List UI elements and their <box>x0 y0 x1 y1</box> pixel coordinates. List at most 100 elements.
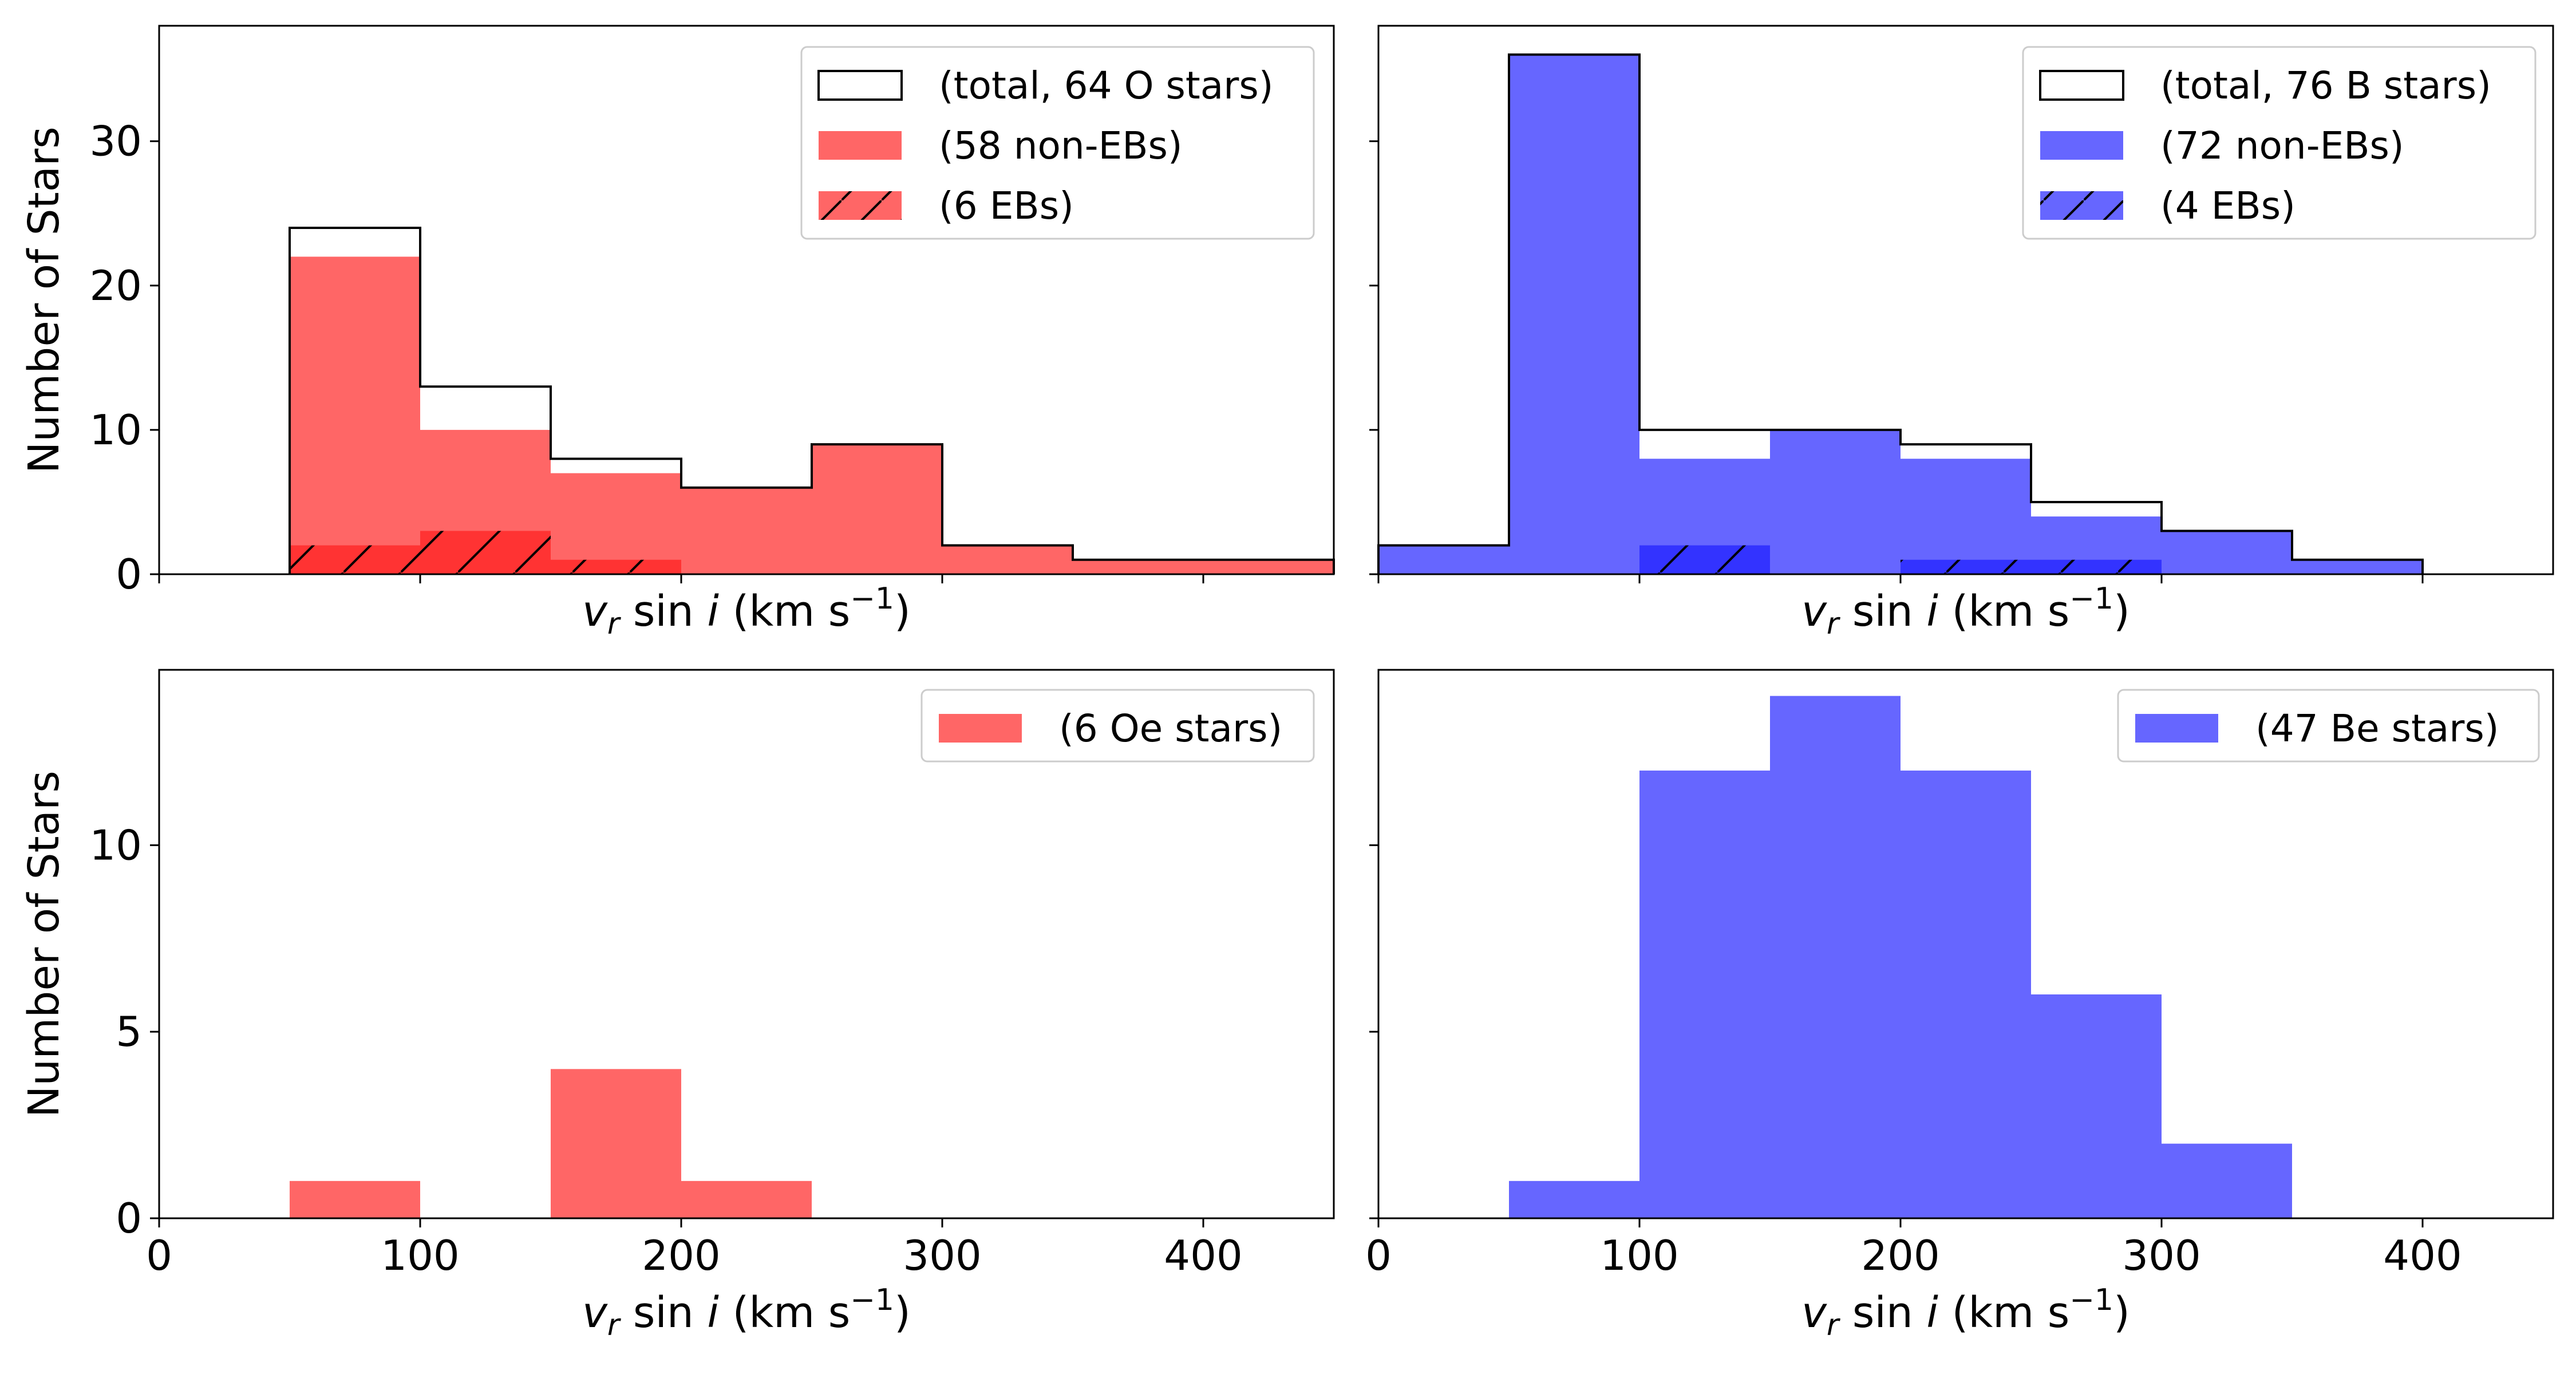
x-tick-label: 100 <box>1600 1231 1678 1280</box>
legend-swatch-hatch <box>819 191 902 220</box>
xlabel-sup: −1 <box>850 582 894 616</box>
xlabel-sin: sin <box>1839 587 1926 636</box>
y-tick-label: 30 <box>89 117 142 165</box>
bar-O-all-6 <box>1073 559 1334 574</box>
bar-Oe-3 <box>681 1180 812 1218</box>
eb-hatch-B-all-2 <box>1639 545 1770 574</box>
bar-Oe-2 <box>551 1069 681 1218</box>
xlabel-i: i <box>707 1288 719 1337</box>
legend-box <box>2117 689 2540 763</box>
axes-frame <box>1377 669 2554 1219</box>
series-outline-O-all <box>289 226 1335 574</box>
xlabel-unit: (km s <box>719 1288 850 1337</box>
legend-swatch-outline <box>817 70 903 101</box>
xlabel-sup: −1 <box>2069 582 2113 616</box>
legend-label: (58 non-EBs) <box>939 124 1183 168</box>
x-axis-label: vr sin i (km s−1) <box>582 1283 911 1343</box>
legend: (47 Be stars) <box>2117 689 2540 763</box>
legend-label: (4 EBs) <box>2160 184 2296 228</box>
legend-label: (6 EBs) <box>939 184 1074 228</box>
xlabel-v: v <box>582 1288 608 1337</box>
y-tick-label: 0 <box>116 550 142 598</box>
panel-B-all: vr sin i (km s−1) (total, 76 B stars) (72 … <box>1369 25 2554 641</box>
xlabel-i: i <box>1926 1288 1938 1337</box>
bar-B-all-4 <box>1901 459 2031 574</box>
xlabel-sub: r <box>1827 607 1841 641</box>
legend: (6 Oe stars) <box>920 689 1315 763</box>
x-tick-label: 300 <box>903 1231 981 1280</box>
bar-O-all-2 <box>551 473 681 574</box>
xlabel-sin: sin <box>619 1288 707 1337</box>
xlabel-unit: (km s <box>1938 587 2069 636</box>
y-tick-label: 0 <box>116 1194 142 1242</box>
panel-Be: 0 100 200 300 400 vr sin i (km s−1) (47 Be sta… <box>1365 669 2554 1343</box>
bar-Be-0 <box>1509 1180 1639 1218</box>
x-tick-label: 400 <box>1164 1231 1242 1280</box>
legend-label: (47 Be stars) <box>2255 706 2499 751</box>
series-outline-B-all <box>1377 53 2424 574</box>
legend-label: (72 non-EBs) <box>2160 124 2404 168</box>
xlabel-sup: −1 <box>850 1283 894 1317</box>
axes-frame <box>158 669 1335 1219</box>
x-tick-label: 100 <box>381 1231 459 1280</box>
legend-swatch-filled <box>939 714 1022 743</box>
x-axis-label: vr sin i (km s−1) <box>582 582 911 641</box>
legend-box <box>2022 46 2537 240</box>
legend-box <box>800 46 1315 240</box>
legend: (total, 64 O stars) (58 non-EBs) (6 EBs) <box>800 46 1315 240</box>
x-tick-label: 200 <box>1861 1231 1939 1280</box>
xlabel-sin: sin <box>1839 1288 1926 1337</box>
legend-label: (6 Oe stars) <box>1059 706 1282 751</box>
legend: (total, 76 B stars) (72 non-EBs) (4 EBs) <box>2022 46 2537 240</box>
legend-label: (total, 76 B stars) <box>2160 64 2491 108</box>
xlabel-v: v <box>582 587 608 636</box>
bar-B-all-0 <box>1378 545 1509 574</box>
xlabel-v: v <box>1801 1288 1827 1337</box>
bar-Be-2 <box>1770 696 1901 1218</box>
bar-O-all-3 <box>681 487 812 574</box>
y-tick-label: 5 <box>116 1008 142 1056</box>
bar-B-all-7 <box>2292 559 2423 574</box>
axes-frame <box>1377 25 2554 575</box>
bar-O-all-5 <box>942 545 1073 574</box>
xlabel-close: ) <box>894 587 911 636</box>
legend-box <box>920 689 1315 763</box>
x-tick-label: 0 <box>146 1231 172 1280</box>
legend-label: (total, 64 O stars) <box>939 64 1274 108</box>
xlabel-close: ) <box>2113 587 2130 636</box>
xlabel-close: ) <box>2113 1288 2130 1337</box>
xlabel-sub: r <box>607 607 622 641</box>
bar-Be-5 <box>2162 1143 2292 1218</box>
legend-swatch-outline <box>2039 70 2124 101</box>
axes-frame <box>158 25 1335 575</box>
x-axis-label: vr sin i (km s−1) <box>1801 582 2130 641</box>
xlabel-unit: (km s <box>1938 1288 2069 1337</box>
legend-swatch-filled <box>819 131 902 160</box>
eb-hatch-B-all-5 <box>2031 559 2162 574</box>
bar-O-all-0 <box>290 256 420 574</box>
eb-hatch-O-all-0 <box>290 545 420 574</box>
xlabel-sub: r <box>607 1308 622 1343</box>
bar-Oe-0 <box>290 1180 420 1218</box>
x-tick-label: 400 <box>2383 1231 2462 1280</box>
y-axis-label: Number of Stars <box>19 771 69 1118</box>
x-tick-label: 300 <box>2122 1231 2200 1280</box>
x-axis-label: vr sin i (km s−1) <box>1801 1283 2130 1343</box>
x-tick-label: 0 <box>1365 1231 1392 1280</box>
panel-O-all: 0 10 20 30 vr sin i (km s−1) Number of Stars (… <box>19 25 1335 641</box>
bar-B-all-1 <box>1509 54 1639 575</box>
y-tick-label: 10 <box>89 406 142 454</box>
bar-Be-4 <box>2031 994 2162 1218</box>
y-axis-label: Number of Stars <box>19 127 69 473</box>
xlabel-sup: −1 <box>2069 1283 2113 1317</box>
y-tick-label: 10 <box>89 821 142 869</box>
x-tick-label: 200 <box>642 1231 720 1280</box>
xlabel-sub: r <box>1827 1308 1841 1343</box>
xlabel-sin: sin <box>619 587 707 636</box>
bar-O-all-4 <box>812 444 942 574</box>
xlabel-i: i <box>707 587 719 636</box>
eb-hatch-O-all-2 <box>551 559 681 574</box>
bar-B-all-3 <box>1770 429 1901 574</box>
